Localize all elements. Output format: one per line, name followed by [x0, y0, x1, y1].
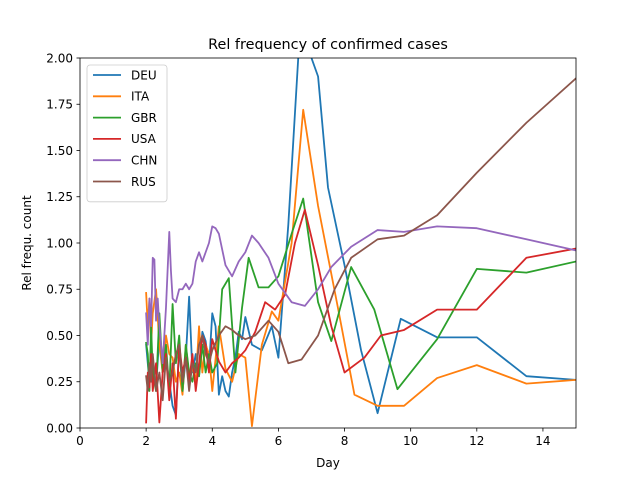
y-tick-label: 1.75 [46, 98, 73, 112]
chart-title: Rel frequency of confirmed cases [208, 37, 448, 53]
y-tick-label: 1.00 [46, 236, 73, 250]
y-tick-label: 2.00 [46, 51, 73, 65]
legend-box [86, 64, 168, 203]
y-tick-label: 1.50 [46, 144, 73, 158]
y-tick-label: 0.00 [46, 421, 73, 435]
legend-label-usa: USA [131, 132, 157, 146]
legend: DEU ITA GBR USA CHN RUS [86, 64, 168, 203]
legend-label-ita: ITA [131, 90, 150, 104]
x-tick-label: 4 [208, 434, 216, 448]
x-tick-label: 6 [275, 434, 283, 448]
legend-label-deu: DEU [131, 68, 157, 82]
y-tick-label: 0.75 [46, 283, 73, 297]
x-tick-label: 0 [76, 434, 84, 448]
y-tick-label: 0.50 [46, 329, 73, 343]
series-layer [145, 58, 576, 428]
x-tick-label: 12 [469, 434, 484, 448]
legend-label-chn: CHN [131, 154, 157, 168]
y-axis: 0.00 0.25 0.50 0.75 1.00 1.25 1.50 1.75 2.00 [46, 51, 80, 435]
y-tick-label: 0.25 [46, 375, 73, 389]
x-axis-label: Day [316, 456, 340, 470]
series-line-chn [145, 225, 576, 365]
y-tick-label: 1.25 [46, 190, 73, 204]
legend-label-rus: RUS [131, 175, 156, 189]
x-axis: 0 2 4 6 8 10 12 14 [76, 428, 551, 448]
x-tick-label: 8 [341, 434, 349, 448]
x-tick-label: 2 [142, 434, 150, 448]
series-line-rus [145, 77, 576, 402]
legend-label-gbr: GBR [131, 111, 157, 125]
x-tick-label: 10 [403, 434, 418, 448]
y-axis-label: Rel frequ. count [20, 195, 34, 291]
x-tick-label: 14 [535, 434, 550, 448]
